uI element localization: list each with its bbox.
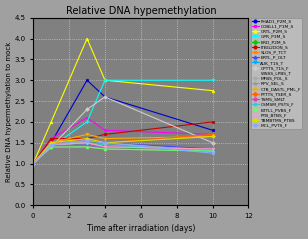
Y-axis label: Relative DNA hypermethylation to mock: Relative DNA hypermethylation to mock (6, 41, 12, 182)
X-axis label: Time after irradiation (days): Time after irradiation (days) (87, 224, 195, 234)
Legend: FHAD1_P2M_S, COBLL1_P1M_S, CRTL_P2M_S, GPR_P3M_S, BRD_P2M_S, ITBG2DON_S, SLOS_P_: FHAD1_P2M_S, COBLL1_P1M_S, CRTL_P2M_S, G… (251, 18, 302, 129)
Title: Relative DNA hypemethylation: Relative DNA hypemethylation (66, 5, 216, 16)
